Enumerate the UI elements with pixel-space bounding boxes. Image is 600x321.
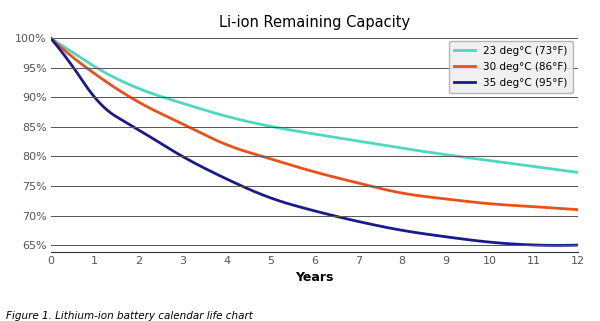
- Text: Figure 1. Lithium-ion battery calendar life chart: Figure 1. Lithium-ion battery calendar l…: [6, 311, 253, 321]
- Legend: 23 deg°C (73°F), 30 deg°C (86°F), 35 deg°C (95°F): 23 deg°C (73°F), 30 deg°C (86°F), 35 deg…: [449, 40, 573, 93]
- X-axis label: Years: Years: [295, 271, 334, 283]
- Title: Li-ion Remaining Capacity: Li-ion Remaining Capacity: [219, 15, 410, 30]
